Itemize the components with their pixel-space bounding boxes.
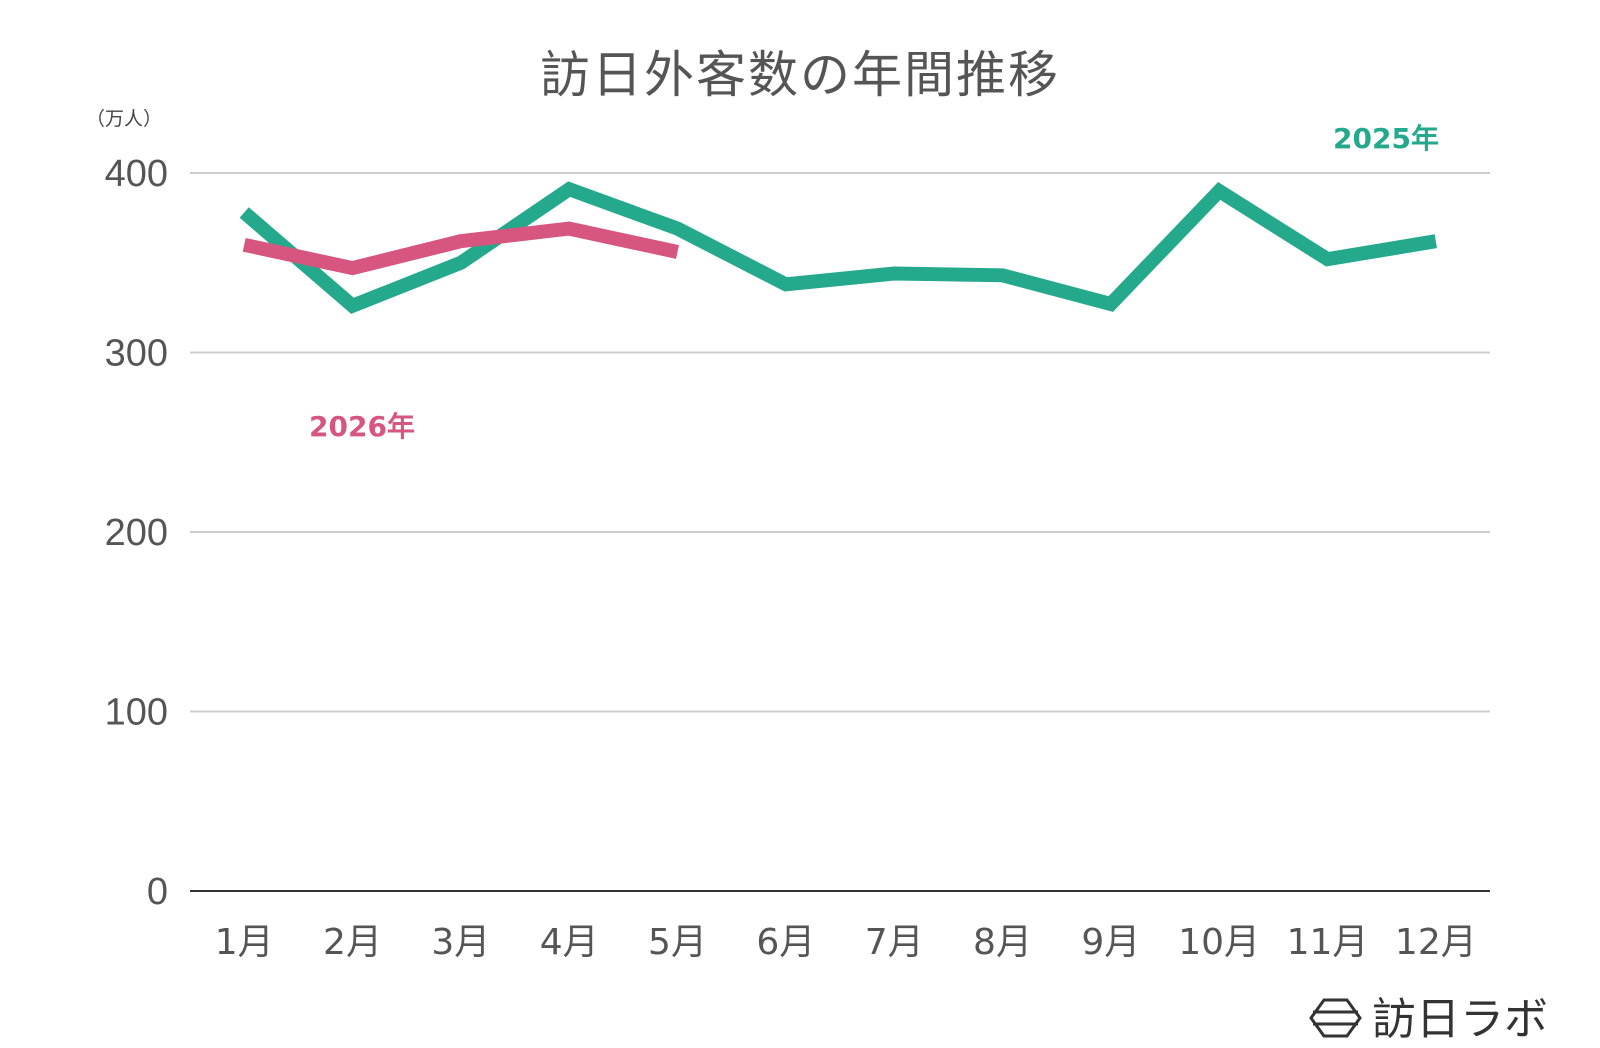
x-tick-label: 8月 <box>973 922 1032 963</box>
series-label-2026: 2026年 <box>309 410 415 443</box>
y-tick-label: 100 <box>105 692 168 734</box>
x-tick-label: 3月 <box>431 922 490 963</box>
x-tick-label: 7月 <box>865 922 924 963</box>
x-tick-label: 2月 <box>323 922 382 963</box>
x-tick-label: 1月 <box>215 922 274 963</box>
series-line-2026 <box>242 221 679 276</box>
site-logo: 訪日ラボ <box>1309 994 1548 1045</box>
y-tick-label: 300 <box>105 333 168 375</box>
gridlines <box>190 172 1490 713</box>
series-lines <box>239 181 1437 314</box>
chart-title: 訪日外客数の年間推移 <box>540 46 1060 104</box>
x-tick-label: 6月 <box>756 922 815 963</box>
x-tick-label: 4月 <box>540 922 599 963</box>
series-label-2025: 2025年 <box>1333 122 1439 155</box>
logo-text: 訪日ラボ <box>1372 994 1548 1045</box>
y-tick-label: 400 <box>105 153 168 195</box>
x-tick-label: 11月 <box>1287 922 1369 963</box>
hexagon-logo-icon <box>1309 998 1362 1038</box>
y-tick-label: 0 <box>147 871 168 913</box>
x-tick-label: 9月 <box>1081 922 1140 963</box>
y-axis-ticks: 0 100 200 300 400 <box>105 153 168 913</box>
x-tick-label: 10月 <box>1178 922 1260 963</box>
y-unit-label: （万人） <box>86 108 162 130</box>
x-axis-ticks: 1月 2月 3月 4月 5月 6月 7月 8月 9月 10月 11月 12月 <box>215 922 1477 963</box>
y-tick-label: 200 <box>105 512 168 554</box>
series-line-2025 <box>239 181 1437 314</box>
x-tick-label: 5月 <box>648 922 707 963</box>
x-tick-label: 12月 <box>1395 922 1477 963</box>
